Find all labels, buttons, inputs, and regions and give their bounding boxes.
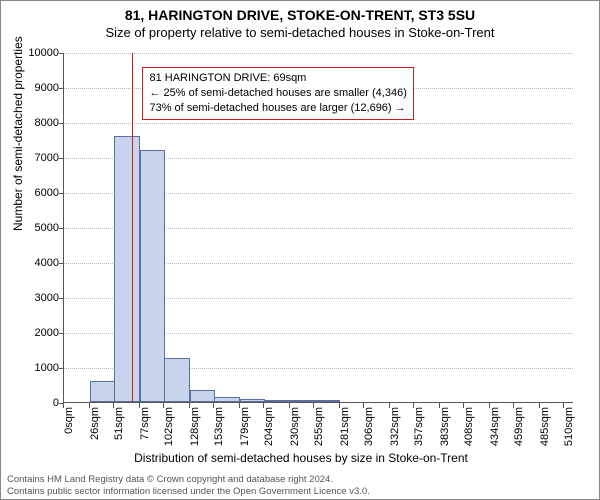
x-tick-label: 510sqm [563,407,575,446]
y-tick-label: 4000 [9,257,59,269]
annotation-line: ← 25% of semi-detached houses are smalle… [149,86,406,101]
x-tick-label: 51sqm [113,407,125,440]
footer-line-1: Contains HM Land Registry data © Crown c… [7,474,370,485]
annotation-line: 81 HARINGTON DRIVE: 69sqm [149,71,406,86]
histogram-bar [114,136,140,402]
x-tick-label: 357sqm [413,407,425,446]
y-tick-label: 0 [9,397,59,409]
chart-container: 81, HARINGTON DRIVE, STOKE-ON-TRENT, ST3… [0,0,600,500]
footer-line-2: Contains public sector information licen… [7,486,370,497]
y-ticks: 0100020003000400050006000700080009000100… [1,53,63,403]
y-tick-label: 8000 [9,117,59,129]
marker-line [132,53,133,402]
footer-text: Contains HM Land Registry data © Crown c… [7,474,370,497]
gridline [64,53,573,54]
annotation-box: 81 HARINGTON DRIVE: 69sqm← 25% of semi-d… [142,67,413,120]
y-tick-label: 6000 [9,187,59,199]
plot-area: 81 HARINGTON DRIVE: 69sqm← 25% of semi-d… [63,53,573,403]
x-tick-label: 306sqm [363,407,375,446]
x-tick-label: 102sqm [163,407,175,446]
plot: 81 HARINGTON DRIVE: 69sqm← 25% of semi-d… [63,53,573,403]
y-tick-label: 5000 [9,222,59,234]
page-subtitle: Size of property relative to semi-detach… [1,25,599,40]
gridline [64,123,573,124]
y-tick-label: 3000 [9,292,59,304]
x-tick-label: 204sqm [263,407,275,446]
x-tick-label: 179sqm [239,407,251,446]
histogram-bar [314,400,340,402]
x-tick-label: 0sqm [63,407,75,434]
x-tick-label: 255sqm [313,407,325,446]
histogram-bar [140,150,166,402]
x-tick-label: 332sqm [389,407,401,446]
histogram-bar [90,381,116,402]
x-tick-label: 434sqm [489,407,501,446]
y-tick-label: 2000 [9,327,59,339]
histogram-bar [240,399,266,402]
x-tick-label: 128sqm [189,407,201,446]
y-tick-label: 1000 [9,362,59,374]
x-tick-label: 485sqm [539,407,551,446]
y-tick-label: 9000 [9,82,59,94]
x-tick-label: 459sqm [513,407,525,446]
annotation-line: 73% of semi-detached houses are larger (… [149,101,406,116]
x-tick-label: 281sqm [339,407,351,446]
x-axis-label: Distribution of semi-detached houses by … [1,451,600,465]
page-title: 81, HARINGTON DRIVE, STOKE-ON-TRENT, ST3… [1,7,599,23]
x-tick-label: 77sqm [139,407,151,440]
y-tick-label: 7000 [9,152,59,164]
histogram-bar [290,400,316,402]
x-tick-label: 383sqm [439,407,451,446]
y-tick-label: 10000 [9,47,59,59]
x-tick-label: 153sqm [213,407,225,446]
histogram-bar [190,390,216,402]
x-tick-label: 408sqm [463,407,475,446]
histogram-bar [164,358,190,402]
x-tick-label: 26sqm [89,407,101,440]
histogram-bar [214,397,240,402]
histogram-bar [264,400,290,402]
x-tick-label: 230sqm [289,407,301,446]
